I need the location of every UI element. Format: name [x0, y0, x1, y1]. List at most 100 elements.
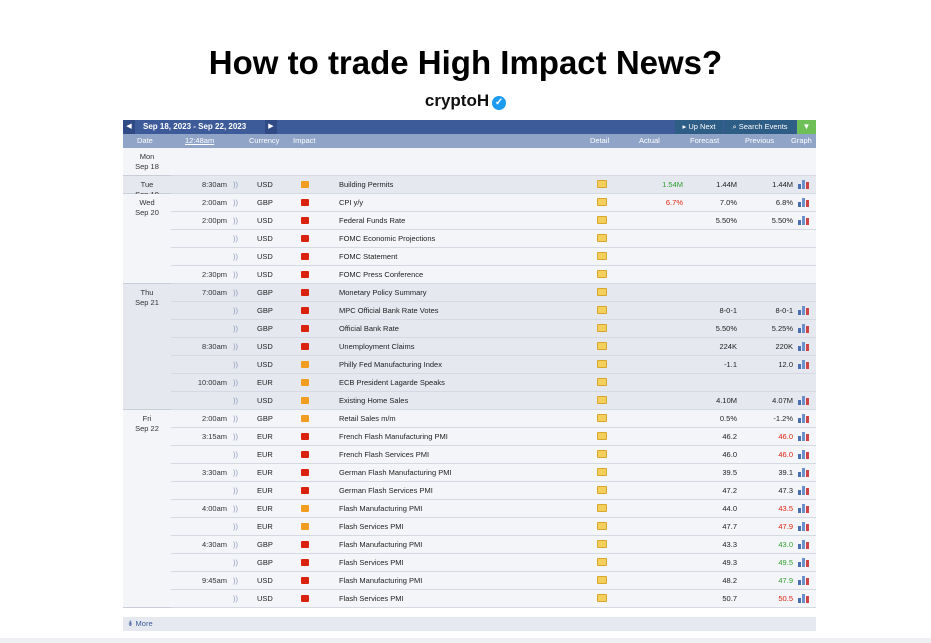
impact-icon[interactable]: [301, 199, 309, 206]
speaker-icon[interactable]: )): [233, 432, 238, 441]
detail-folder-icon[interactable]: [597, 468, 607, 476]
search-events-button[interactable]: ⌕ Search Events: [724, 120, 796, 134]
table-row[interactable]: 3:15am)) EUR French Flash Manufacturing PM…: [171, 428, 816, 446]
speaker-icon[interactable]: )): [233, 342, 238, 351]
detail-folder-icon[interactable]: [597, 234, 607, 242]
detail-folder-icon[interactable]: [597, 594, 607, 602]
impact-icon[interactable]: [301, 487, 309, 494]
table-row[interactable]: 7:00am)) GBP Monetary Policy Summary: [171, 284, 816, 302]
speaker-icon[interactable]: )): [233, 486, 238, 495]
impact-icon[interactable]: [301, 271, 309, 278]
table-row[interactable]: )) USD FOMC Economic Projections: [171, 230, 816, 248]
event-name[interactable]: ECB President Lagarde Speaks: [339, 378, 445, 387]
table-row[interactable]: 2:30pm)) USD FOMC Press Conference: [171, 266, 816, 284]
speaker-icon[interactable]: )): [233, 414, 238, 423]
event-name[interactable]: Flash Manufacturing PMI: [339, 540, 423, 549]
graph-icon[interactable]: [798, 341, 809, 351]
date-range[interactable]: Sep 18, 2023 - Sep 22, 2023: [143, 122, 247, 131]
speaker-icon[interactable]: )): [233, 594, 238, 603]
graph-icon[interactable]: [798, 503, 809, 513]
event-name[interactable]: Flash Services PMI: [339, 522, 404, 531]
impact-icon[interactable]: [301, 559, 309, 566]
impact-icon[interactable]: [301, 397, 309, 404]
impact-icon[interactable]: [301, 235, 309, 242]
impact-icon[interactable]: [301, 505, 309, 512]
triangle-left-icon[interactable]: ◀: [123, 120, 135, 134]
impact-icon[interactable]: [301, 289, 309, 296]
table-row[interactable]: 4:30am)) GBP Flash Manufacturing PMI 43.3 43…: [171, 536, 816, 554]
detail-folder-icon[interactable]: [597, 252, 607, 260]
table-row[interactable]: 10:00am)) EUR ECB President Lagarde Speaks: [171, 374, 816, 392]
graph-icon[interactable]: [798, 449, 809, 459]
event-name[interactable]: FOMC Economic Projections: [339, 234, 436, 243]
graph-icon[interactable]: [798, 179, 809, 189]
filter-icon[interactable]: ▼: [797, 120, 816, 134]
table-row[interactable]: )) GBP Flash Services PMI 49.3 49.5: [171, 554, 816, 572]
table-row[interactable]: )) EUR Flash Services PMI 47.7 47.9: [171, 518, 816, 536]
impact-icon[interactable]: [301, 325, 309, 332]
graph-icon[interactable]: [798, 575, 809, 585]
event-name[interactable]: Flash Services PMI: [339, 558, 404, 567]
speaker-icon[interactable]: )): [233, 288, 238, 297]
event-name[interactable]: FOMC Press Conference: [339, 270, 424, 279]
impact-icon[interactable]: [301, 523, 309, 530]
graph-icon[interactable]: [798, 557, 809, 567]
table-row[interactable]: )) USD Existing Home Sales 4.10M 4.07M: [171, 392, 816, 410]
event-name[interactable]: Monetary Policy Summary: [339, 288, 427, 297]
impact-icon[interactable]: [301, 469, 309, 476]
event-name[interactable]: French Flash Manufacturing PMI: [339, 432, 448, 441]
impact-icon[interactable]: [301, 361, 309, 368]
speaker-icon[interactable]: )): [233, 306, 238, 315]
impact-icon[interactable]: [301, 451, 309, 458]
graph-icon[interactable]: [798, 521, 809, 531]
table-row[interactable]: 2:00am)) GBP Retail Sales m/m 0.5% -1.2%: [171, 410, 816, 428]
speaker-icon[interactable]: )): [233, 468, 238, 477]
event-name[interactable]: Flash Manufacturing PMI: [339, 576, 423, 585]
up-next-button[interactable]: ▸ Up Next: [675, 120, 723, 134]
graph-icon[interactable]: [798, 359, 809, 369]
speaker-icon[interactable]: )): [233, 504, 238, 513]
speaker-icon[interactable]: )): [233, 378, 238, 387]
detail-folder-icon[interactable]: [597, 450, 607, 458]
detail-folder-icon[interactable]: [597, 342, 607, 350]
table-row[interactable]: 8:30am)) USD Building Permits 1.54M 1.44M 1.4…: [171, 176, 816, 194]
event-name[interactable]: MPC Official Bank Rate Votes: [339, 306, 439, 315]
detail-folder-icon[interactable]: [597, 522, 607, 530]
triangle-right-icon[interactable]: ▶: [265, 120, 277, 134]
detail-folder-icon[interactable]: [597, 288, 607, 296]
impact-icon[interactable]: [301, 577, 309, 584]
table-row[interactable]: 4:00am)) EUR Flash Manufacturing PMI 44.0 43…: [171, 500, 816, 518]
graph-icon[interactable]: [798, 197, 809, 207]
speaker-icon[interactable]: )): [233, 450, 238, 459]
detail-folder-icon[interactable]: [597, 306, 607, 314]
col-time[interactable]: 12:48am: [185, 136, 215, 145]
table-row[interactable]: 2:00am)) GBP CPI y/y 6.7% 7.0% 6.8%: [171, 194, 816, 212]
event-name[interactable]: Federal Funds Rate: [339, 216, 406, 225]
speaker-icon[interactable]: )): [233, 360, 238, 369]
graph-icon[interactable]: [798, 431, 809, 441]
event-name[interactable]: Existing Home Sales: [339, 396, 409, 405]
speaker-icon[interactable]: )): [233, 396, 238, 405]
detail-folder-icon[interactable]: [597, 216, 607, 224]
detail-folder-icon[interactable]: [597, 198, 607, 206]
impact-icon[interactable]: [301, 253, 309, 260]
table-row[interactable]: )) USD Philly Fed Manufacturing Index -1.1 1…: [171, 356, 816, 374]
detail-folder-icon[interactable]: [597, 504, 607, 512]
speaker-icon[interactable]: )): [233, 198, 238, 207]
detail-folder-icon[interactable]: [597, 270, 607, 278]
event-name[interactable]: French Flash Services PMI: [339, 450, 430, 459]
event-name[interactable]: Official Bank Rate: [339, 324, 399, 333]
detail-folder-icon[interactable]: [597, 576, 607, 584]
event-name[interactable]: German Flash Services PMI: [339, 486, 433, 495]
graph-icon[interactable]: [798, 413, 809, 423]
event-name[interactable]: Retail Sales m/m: [339, 414, 396, 423]
table-row[interactable]: )) EUR German Flash Services PMI 47.2 47.3: [171, 482, 816, 500]
impact-icon[interactable]: [301, 217, 309, 224]
event-name[interactable]: FOMC Statement: [339, 252, 398, 261]
event-name[interactable]: Flash Services PMI: [339, 594, 404, 603]
impact-icon[interactable]: [301, 433, 309, 440]
table-row[interactable]: )) USD Flash Services PMI 50.7 50.5: [171, 590, 816, 608]
table-row[interactable]: )) GBP Official Bank Rate 5.50% 5.25%: [171, 320, 816, 338]
more-link[interactable]: ⇟ More: [123, 617, 816, 631]
impact-icon[interactable]: [301, 307, 309, 314]
